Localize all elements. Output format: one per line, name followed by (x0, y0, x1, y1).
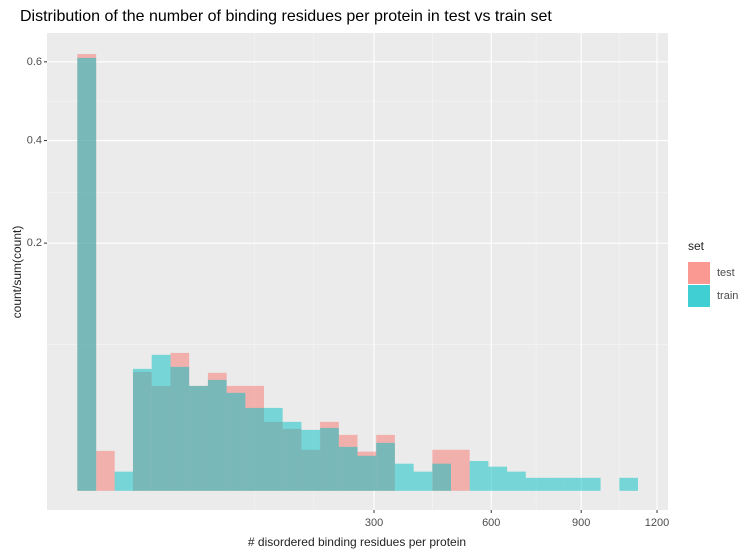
bar (469, 460, 489, 491)
bar (413, 471, 433, 491)
bar (207, 379, 227, 491)
bar (451, 449, 470, 491)
legend-label: test (717, 267, 735, 279)
bar (525, 477, 545, 491)
bar (581, 477, 601, 491)
y-tick-label: 0.6 (27, 56, 42, 68)
legend-label: train (717, 290, 738, 302)
x-tick-label: 600 (482, 517, 500, 529)
chart-title: Distribution of the number of binding re… (20, 8, 552, 25)
y-axis-label: count/sum(count) (10, 226, 24, 319)
bar (114, 471, 133, 491)
bar (151, 354, 171, 491)
bar (357, 455, 377, 491)
legend-title: set (688, 239, 705, 253)
bar (282, 421, 302, 491)
bar (488, 466, 508, 491)
bar (507, 471, 526, 491)
bar (619, 477, 638, 491)
x-tick-label: 300 (365, 517, 383, 529)
bar (245, 407, 265, 491)
bar (394, 463, 414, 491)
bar (432, 463, 452, 491)
legend-key (688, 285, 710, 307)
bar (301, 429, 321, 491)
bar (376, 442, 395, 491)
bar (189, 385, 208, 491)
bar (320, 427, 339, 491)
bar (264, 407, 283, 491)
y-tick-label: 0.2 (27, 237, 42, 249)
bar (544, 477, 564, 491)
bar (132, 368, 152, 491)
x-tick-label: 1200 (645, 517, 669, 529)
bar (77, 57, 97, 491)
legend-key (688, 262, 710, 284)
bar (226, 392, 246, 491)
bar (96, 450, 115, 491)
x-axis-label: # disordered binding residues per protei… (248, 535, 466, 549)
x-tick-label: 900 (572, 517, 590, 529)
y-tick-label: 0.4 (27, 134, 42, 146)
bar (563, 477, 582, 491)
bar (338, 446, 358, 491)
bar (170, 366, 190, 491)
